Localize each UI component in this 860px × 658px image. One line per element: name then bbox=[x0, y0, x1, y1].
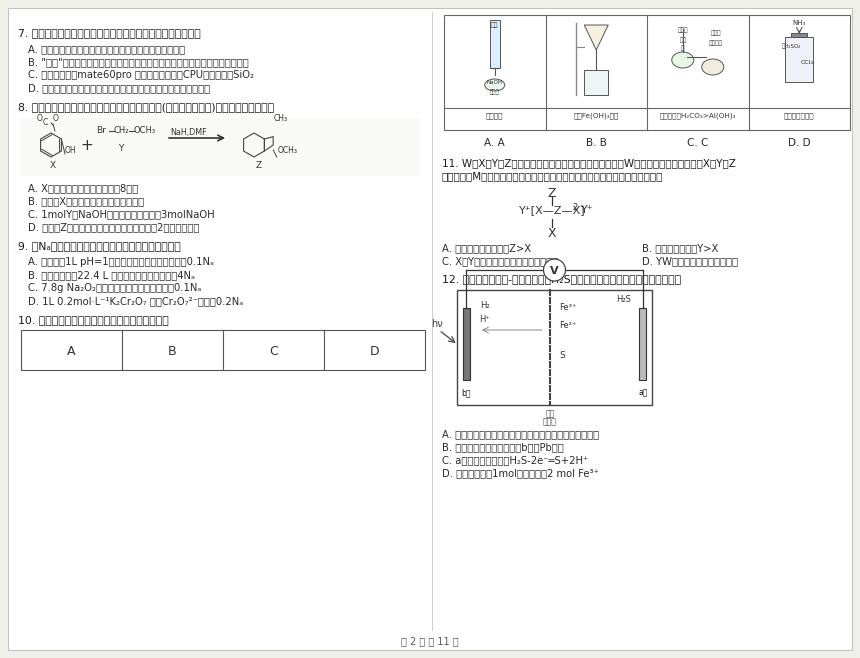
Text: D. 有机物Z与足量的氢气加成所得分子中含有2个手性碳原子: D. 有机物Z与足量的氢气加成所得分子中含有2个手性碳原子 bbox=[28, 222, 200, 232]
Bar bbox=[489, 20, 500, 68]
Text: 11. W、X、Y、Z是原子序数依次增大的四种短周期元素，W的原子核只有一个质子，X、Y、Z: 11. W、X、Y、Z是原子序数依次增大的四种短周期元素，W的原子核只有一个质子… bbox=[442, 158, 736, 168]
Text: C. X与Y形成的化合物中一定只含离子键: C. X与Y形成的化合物中一定只含离子键 bbox=[442, 256, 558, 266]
Text: 待测液: 待测液 bbox=[490, 89, 500, 95]
Bar bbox=[21, 330, 425, 370]
Text: NaOH: NaOH bbox=[487, 80, 503, 85]
Text: 中和滴定: 中和滴定 bbox=[486, 112, 503, 118]
Text: 大理: 大理 bbox=[679, 37, 686, 43]
Text: H⁺: H⁺ bbox=[480, 315, 490, 324]
Text: 7. 化学与生活、科技、社会发展息息相关，下列说法正确的是: 7. 化学与生活、科技、社会发展息息相关，下列说法正确的是 bbox=[18, 28, 200, 38]
Text: CCl₄: CCl₄ bbox=[801, 60, 814, 65]
Polygon shape bbox=[584, 25, 608, 50]
Text: S: S bbox=[559, 351, 565, 360]
Text: V: V bbox=[550, 266, 559, 276]
Circle shape bbox=[544, 259, 566, 281]
Text: B. "天和"核心舱推进系统中使用的氮化硼陶瓷基复合材料是新型无机非金属材料: B. "天和"核心舱推进系统中使用的氮化硼陶瓷基复合材料是新型无机非金属材料 bbox=[28, 57, 249, 67]
Ellipse shape bbox=[485, 79, 505, 91]
Text: 稀硫酸: 稀硫酸 bbox=[710, 30, 721, 36]
Text: 验证酸性：H₂CO₃>Al(OH)₃: 验证酸性：H₂CO₃>Al(OH)₃ bbox=[660, 112, 736, 118]
Bar bbox=[584, 70, 608, 95]
Text: A. 常温下，1L pH=1的硫酸溶液中，氢离子数目为0.1Nₐ: A. 常温下，1L pH=1的硫酸溶液中，氢离子数目为0.1Nₐ bbox=[28, 257, 214, 267]
Text: 氨气的尾气吸收: 氨气的尾气吸收 bbox=[784, 112, 814, 118]
Text: D. 理论上每生成1mol氢气则消耗2 mol Fe³⁺: D. 理论上每生成1mol氢气则消耗2 mol Fe³⁺ bbox=[442, 468, 599, 478]
Text: +: + bbox=[80, 138, 93, 153]
Bar bbox=[444, 15, 850, 130]
Text: D: D bbox=[370, 345, 379, 358]
Text: D. 1L 0.2mol·L⁻¹K₂Cr₂O₇ 中的Cr₂O₇²⁻数目为0.2Nₐ: D. 1L 0.2mol·L⁻¹K₂Cr₂O₇ 中的Cr₂O₇²⁻数目为0.2N… bbox=[28, 296, 243, 306]
Text: OCH₃: OCH₃ bbox=[278, 146, 298, 155]
Text: Y: Y bbox=[118, 144, 123, 153]
Text: A. X分子中共面的碳原子最多有8个。: A. X分子中共面的碳原子最多有8个。 bbox=[28, 183, 138, 193]
Text: 交换膜: 交换膜 bbox=[543, 417, 557, 426]
Text: 10. 下列有关实验装置能够正确完成对应实验的是: 10. 下列有关实验装置能够正确完成对应实验的是 bbox=[18, 315, 169, 325]
Text: A. 利用太阳能光进行电催化可以节约能源并产生清洁能源: A. 利用太阳能光进行电催化可以节约能源并产生清洁能源 bbox=[442, 429, 599, 439]
Text: Y⁺: Y⁺ bbox=[581, 205, 593, 215]
Text: Fe²⁺: Fe²⁺ bbox=[559, 321, 577, 330]
Bar bbox=[785, 37, 814, 82]
Text: C. 华为新上市的mate60pro 手机引发关注，其CPU基础材料是SiO₂: C. 华为新上市的mate60pro 手机引发关注，其CPU基础材料是SiO₂ bbox=[28, 70, 254, 80]
Text: 8. 药物异搏定合成路线中的某一步反应如图所示(部分产物未给出)，下列说法正确的是: 8. 药物异搏定合成路线中的某一步反应如图所示(部分产物未给出)，下列说法正确的… bbox=[18, 102, 274, 112]
Text: Z: Z bbox=[548, 187, 556, 200]
Text: a极: a极 bbox=[638, 388, 648, 397]
Ellipse shape bbox=[702, 59, 724, 75]
Bar bbox=[791, 33, 808, 37]
Text: NH₃: NH₃ bbox=[793, 20, 806, 26]
Text: C. 1molY与NaOH溶液反应，最多消耗3molNaOH: C. 1molY与NaOH溶液反应，最多消耗3molNaOH bbox=[28, 209, 215, 219]
Text: 盐酸: 盐酸 bbox=[491, 22, 499, 28]
Text: A. 简单氧化物的沸点：Z>X: A. 简单氧化物的沸点：Z>X bbox=[442, 243, 531, 253]
Text: A: A bbox=[67, 345, 76, 358]
Bar bbox=[463, 308, 470, 380]
Text: B. 标准状况下，22.4 L 氙仿含有的共价键数目为4Nₐ: B. 标准状况下，22.4 L 氙仿含有的共价键数目为4Nₐ bbox=[28, 270, 195, 280]
Bar bbox=[639, 308, 646, 380]
Bar bbox=[457, 290, 652, 405]
Text: CH₂: CH₂ bbox=[114, 126, 130, 135]
Text: 第 2 页 共 11 页: 第 2 页 共 11 页 bbox=[401, 636, 459, 646]
Text: OCH₃: OCH₃ bbox=[134, 126, 157, 135]
Text: 质子: 质子 bbox=[545, 409, 555, 418]
Text: X: X bbox=[50, 161, 56, 170]
Text: C: C bbox=[43, 118, 48, 127]
Text: 稀盐酸: 稀盐酸 bbox=[678, 27, 688, 33]
Bar bbox=[20, 118, 420, 176]
Text: B. B: B. B bbox=[586, 138, 606, 148]
Text: 铝盐溶液: 铝盐溶液 bbox=[709, 40, 722, 45]
Text: 9. 用Nₐ表示阿伏加德罗常数的值，下列说法正确的是: 9. 用Nₐ表示阿伏加德罗常数的值，下列说法正确的是 bbox=[18, 241, 181, 251]
Text: 12. 太阳能光电催化-化学耦合分解H₂S的装置如图所示，下列说法不正确的是: 12. 太阳能光电催化-化学耦合分解H₂S的装置如图所示，下列说法不正确的是 bbox=[442, 274, 681, 284]
Text: C. 7.8g Na₂O₂与水充分反应，转移电子数为0.1Nₐ: C. 7.8g Na₂O₂与水充分反应，转移电子数为0.1Nₐ bbox=[28, 283, 201, 293]
Text: 石: 石 bbox=[681, 45, 685, 51]
Text: B. 若接铅蓄电池进行电解，b极接Pb电极: B. 若接铅蓄电池进行电解，b极接Pb电极 bbox=[442, 442, 564, 452]
Ellipse shape bbox=[672, 52, 694, 68]
Text: Br: Br bbox=[96, 126, 106, 135]
Text: A. A: A. A bbox=[484, 138, 505, 148]
Text: 2⁻: 2⁻ bbox=[572, 203, 581, 212]
Text: O: O bbox=[37, 114, 43, 123]
Text: b极: b极 bbox=[461, 388, 470, 397]
Text: B. 有机物X不能与酸性高锰酸钾溶液反应: B. 有机物X不能与酸性高锰酸钾溶液反应 bbox=[28, 196, 144, 206]
Text: NaH,DMF: NaH,DMF bbox=[170, 128, 206, 137]
Text: Y⁺[X—Z—X]: Y⁺[X—Z—X] bbox=[519, 205, 586, 215]
Text: D. YW固体溶于水，溶液显碱性: D. YW固体溶于水，溶液显碱性 bbox=[642, 256, 738, 266]
Text: B: B bbox=[169, 345, 177, 358]
Text: D. D: D. D bbox=[788, 138, 811, 148]
Text: 形成化合物M常被用作摄影过程的定影液，其结构如图所示，下列说法正确的是: 形成化合物M常被用作摄影过程的定影液，其结构如图所示，下列说法正确的是 bbox=[442, 171, 663, 181]
Text: X: X bbox=[548, 227, 556, 240]
Text: D. 光化学烟雾、臭氧层空洞、温室效应的形成都与氮氧化合物有关: D. 光化学烟雾、臭氧层空洞、温室效应的形成都与氮氧化合物有关 bbox=[28, 83, 210, 93]
Text: hν: hν bbox=[431, 319, 443, 329]
Text: C. a极的电极反应为：H₂S-2e⁻═S+2H⁺: C. a极的电极反应为：H₂S-2e⁻═S+2H⁺ bbox=[442, 455, 588, 465]
Text: O: O bbox=[53, 114, 58, 123]
Text: OH: OH bbox=[65, 146, 77, 155]
Text: A. 大量开发可燃冰作为新能源有利于实现碳达峰、碳中和: A. 大量开发可燃冰作为新能源有利于实现碳达峰、碳中和 bbox=[28, 44, 185, 54]
Text: Fe³⁺: Fe³⁺ bbox=[559, 303, 577, 312]
Text: C. C: C. C bbox=[687, 138, 709, 148]
Text: B. 简单离子半径：Y>X: B. 简单离子半径：Y>X bbox=[642, 243, 718, 253]
Text: 分离Fe(OH)₃胶体: 分离Fe(OH)₃胶体 bbox=[574, 112, 619, 118]
Text: H₂: H₂ bbox=[480, 301, 490, 310]
Text: CH₃: CH₃ bbox=[274, 114, 288, 123]
Text: C: C bbox=[269, 345, 278, 358]
Text: H₂S: H₂S bbox=[617, 295, 631, 304]
Text: Z: Z bbox=[256, 161, 262, 170]
Text: 稀H₂SO₄: 稀H₂SO₄ bbox=[782, 43, 801, 49]
